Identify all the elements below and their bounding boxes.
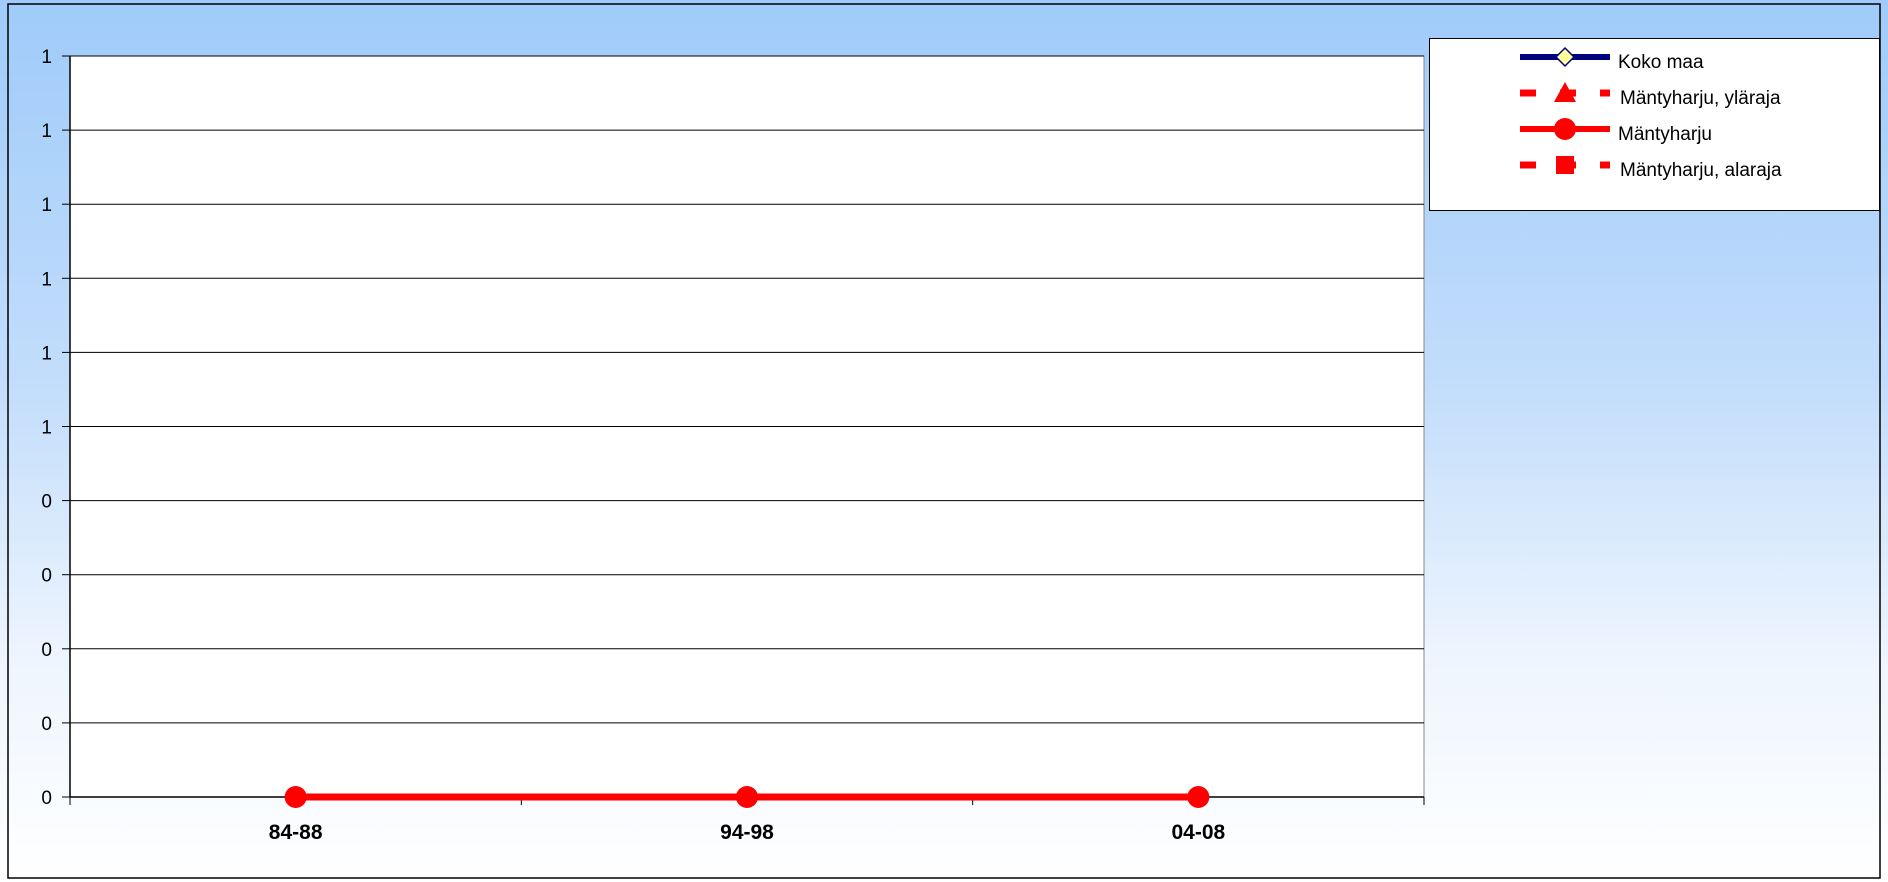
- y-tick-label: 0: [41, 714, 52, 735]
- legend-marker: [1554, 82, 1576, 102]
- x-tick-label: 84-88: [269, 821, 323, 844]
- legend-item: Mäntyharju, yläraja: [1430, 81, 1879, 117]
- x-tick-label: 94-98: [720, 821, 774, 844]
- legend-label: Koko maa: [1618, 52, 1704, 73]
- legend-marker: [1554, 46, 1576, 68]
- y-tick-label: 1: [41, 195, 52, 216]
- legend-symbol: [1520, 118, 1610, 140]
- chart-area-border: [7, 3, 1881, 879]
- y-tick-label: 1: [41, 418, 52, 439]
- legend-symbol: [1520, 156, 1610, 174]
- legend-label: Mäntyharju: [1618, 124, 1712, 145]
- legend-item: Mäntyharju: [1430, 117, 1879, 153]
- data-point: [1187, 786, 1210, 808]
- legend-symbol: [1520, 82, 1610, 102]
- legend-symbol: [1520, 46, 1610, 68]
- legend-label: Mäntyharju, yläraja: [1620, 88, 1781, 109]
- y-tick-label: 1: [41, 121, 52, 142]
- legend-item: Koko maa: [1430, 45, 1879, 81]
- series-layer: [284, 786, 1210, 808]
- legend-label: Mäntyharju, alaraja: [1620, 160, 1782, 181]
- y-tick-label: 0: [41, 566, 52, 587]
- y-tick-label: 0: [41, 788, 52, 809]
- data-point: [736, 786, 758, 808]
- x-axis-tick-labels: 84-88 94-98 04-08: [269, 821, 1226, 844]
- series-2: [284, 786, 1210, 808]
- legend: Koko maa Mäntyharju, yläraja Mäntyharju Män…: [1429, 38, 1880, 211]
- y-tick-label: 1: [41, 343, 52, 364]
- x-tick-label: 04-08: [1171, 821, 1225, 844]
- legend-marker: [1554, 118, 1576, 140]
- y-tick-label: 1: [41, 269, 52, 290]
- y-tick-label: 0: [41, 492, 52, 513]
- gridlines: [62, 55, 1424, 798]
- legend-item: Mäntyharju, alaraja: [1430, 153, 1879, 189]
- data-point: [284, 786, 307, 808]
- y-tick-label: 0: [41, 640, 52, 661]
- legend-marker: [1556, 156, 1574, 174]
- y-axis-tick-labels: 0 0 0 0 0 1 1 1 1 1 1: [41, 47, 52, 809]
- y-tick-label: 1: [41, 47, 52, 68]
